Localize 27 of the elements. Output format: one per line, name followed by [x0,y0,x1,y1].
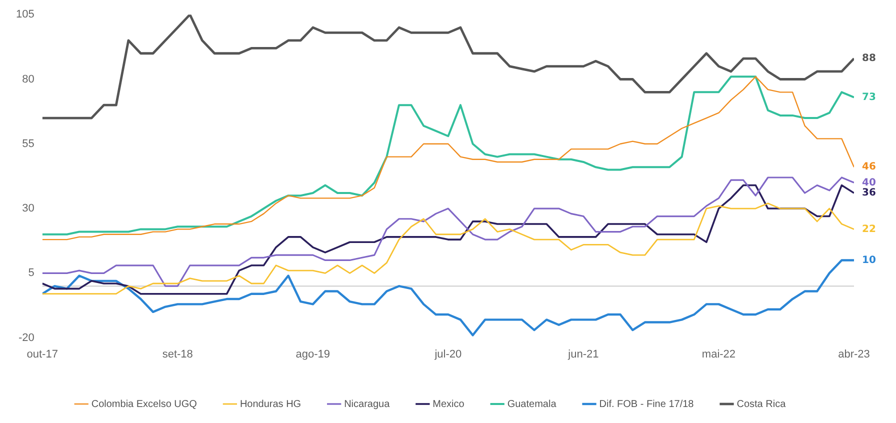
legend-label: Dif. FOB - Fine 17/18 [599,398,694,410]
x-tick-label: out-17 [26,348,58,360]
annotation: 22 [862,224,876,235]
legend-label: Colombia Excelso UGQ [91,398,198,410]
x-tick-label: jul-20 [434,348,462,360]
x-tick-label: ago-19 [296,348,330,360]
annotation: 88 [862,53,876,64]
y-tick-label: 105 [16,8,34,21]
x-tick-label: abr-23 [838,348,870,360]
x-tick-label: set-18 [162,348,193,360]
legend-label: Guatemala [507,398,557,410]
y-tick-label: 5 [28,267,34,280]
annotation: 10 [862,254,876,266]
annotation: 36 [862,188,876,199]
x-tick-label: mai-22 [702,348,736,360]
annotation: 73 [862,92,876,103]
annotation: 40 [862,177,876,188]
y-tick-label: 80 [22,73,34,86]
y-tick-label: -20 [18,332,34,344]
legend-label: Nicaragua [344,398,390,410]
legend-label: Costa Rica [736,398,786,410]
annotation: 46 [862,162,876,173]
x-tick-label: jun-21 [567,348,599,360]
legend-label: Honduras HG [240,398,302,410]
y-tick-label: 30 [22,202,34,215]
y-tick-label: 55 [22,138,34,150]
legend-label: Mexico [432,398,465,410]
